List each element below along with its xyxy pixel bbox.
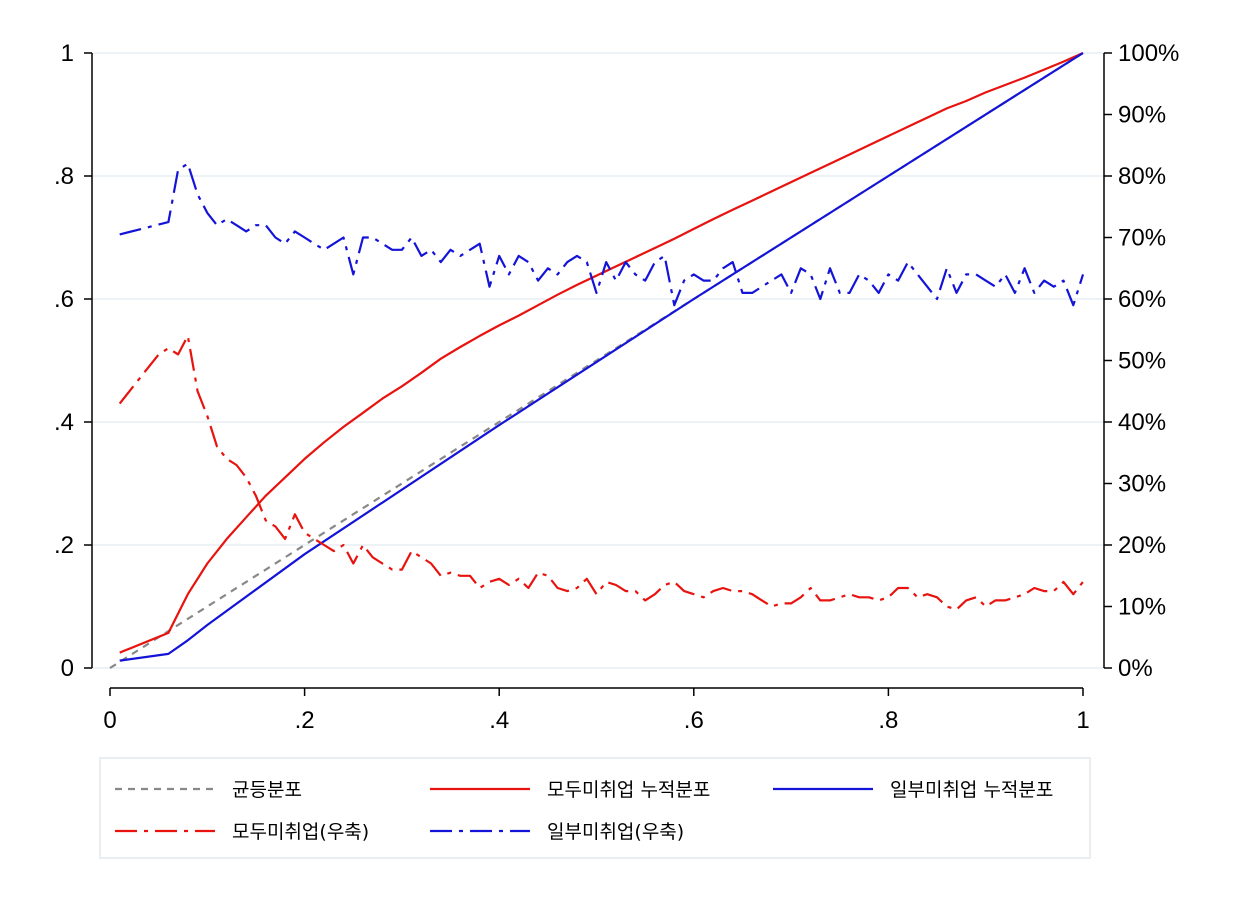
- x-tick-label: 1: [1076, 707, 1089, 734]
- y-tick-label: .4: [54, 409, 74, 436]
- y2-tick-label: 10%: [1118, 594, 1166, 621]
- series-line-2: [119, 52, 1084, 662]
- y2-tick-label: 100%: [1118, 40, 1179, 67]
- y2-tick-label: 90%: [1118, 102, 1166, 129]
- y-tick-label: .2: [54, 532, 74, 559]
- legend-label-0: 균등분포: [232, 779, 302, 801]
- y-tick-label: 1: [61, 40, 74, 67]
- legend-label-1: 모두미취업 누적분포: [547, 779, 710, 801]
- x-tick-label: .4: [489, 707, 509, 734]
- series-line-3: [118, 334, 1084, 611]
- y2-tick-label: 20%: [1118, 532, 1166, 559]
- legend-box: [99, 757, 1091, 859]
- y2-tick-label: 80%: [1118, 163, 1166, 190]
- x-tick-label: 0: [103, 707, 116, 734]
- axes: 0.2.4.6.810%10%20%30%40%50%60%70%80%90%1…: [54, 40, 1179, 734]
- x-tick-label: .8: [878, 707, 898, 734]
- y2-tick-label: 60%: [1118, 286, 1166, 313]
- y2-tick-label: 50%: [1118, 348, 1166, 375]
- y2-tick-label: 0%: [1118, 655, 1153, 682]
- series-line-0: [109, 52, 1084, 669]
- legend-label-4: 일부미취업(우축): [547, 821, 684, 843]
- y-tick-label: .8: [54, 163, 74, 190]
- series-layer: [109, 51, 1085, 669]
- legend-label-2: 일부미취업 누적분포: [890, 779, 1053, 801]
- x-tick-label: .6: [684, 707, 704, 734]
- series-line-4: [119, 162, 1085, 307]
- y-tick-label: .6: [54, 286, 74, 313]
- y2-tick-label: 40%: [1118, 409, 1166, 436]
- y2-tick-label: 30%: [1118, 471, 1166, 498]
- gridlines: [92, 52, 1104, 669]
- y-tick-label: 0: [61, 655, 74, 682]
- series-line-1: [119, 51, 1084, 654]
- legend-label-3: 모두미취업(우축): [232, 821, 369, 843]
- y2-tick-label: 70%: [1118, 225, 1166, 252]
- x-tick-label: .2: [295, 707, 315, 734]
